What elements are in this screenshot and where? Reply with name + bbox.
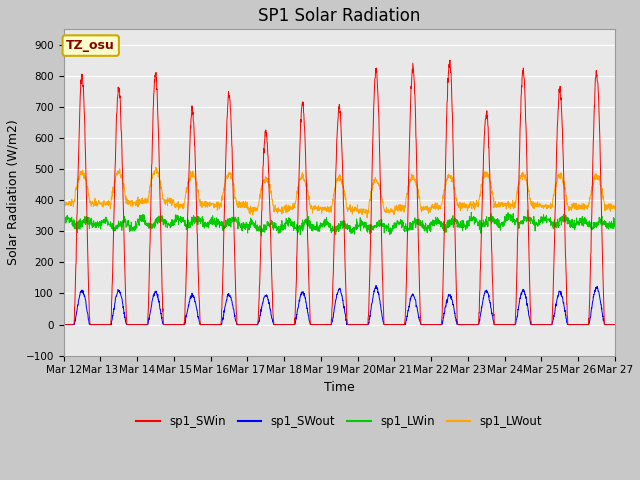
sp1_SWin (446, 58, 454, 63)
sp1_LWout (355, 206, 363, 212)
sp1_LWout (214, 206, 221, 212)
sp1_LWout (500, 200, 508, 206)
X-axis label: Time: Time (324, 381, 355, 394)
sp1_SWout (367, 307, 375, 312)
sp1_LWin (355, 222, 363, 228)
sp1_SWin (563, 273, 570, 278)
sp1_SWin (213, 322, 221, 327)
Line: sp1_SWout: sp1_SWout (63, 286, 615, 324)
Line: sp1_LWout: sp1_LWout (63, 167, 615, 218)
sp1_LWout (367, 189, 375, 195)
Line: sp1_SWin: sp1_SWin (63, 60, 615, 324)
sp1_SWout (355, 322, 363, 327)
sp1_SWout (611, 322, 619, 327)
sp1_SWout (372, 283, 380, 288)
sp1_SWout (578, 322, 586, 327)
sp1_SWin (611, 322, 619, 327)
sp1_SWout (213, 322, 221, 327)
sp1_LWin (367, 229, 375, 235)
sp1_LWin (257, 233, 265, 239)
sp1_LWout (563, 198, 570, 204)
sp1_LWin (213, 216, 221, 222)
sp1_SWout (563, 315, 570, 321)
sp1_LWin (611, 216, 619, 221)
sp1_SWout (500, 322, 508, 327)
Line: sp1_LWin: sp1_LWin (63, 210, 615, 236)
Title: SP1 Solar Radiation: SP1 Solar Radiation (258, 7, 420, 25)
sp1_LWin (578, 217, 586, 223)
sp1_LWout (60, 198, 67, 204)
sp1_SWout (60, 322, 67, 327)
sp1_LWin (563, 217, 570, 223)
sp1_SWin (578, 322, 586, 327)
sp1_LWout (152, 164, 160, 170)
sp1_SWin (355, 322, 363, 327)
Y-axis label: Solar Radiation (W/m2): Solar Radiation (W/m2) (7, 120, 20, 265)
sp1_LWin (60, 216, 67, 222)
sp1_LWout (611, 205, 619, 211)
sp1_LWin (500, 219, 508, 225)
sp1_SWin (500, 322, 508, 327)
Text: TZ_osu: TZ_osu (67, 39, 115, 52)
sp1_LWout (364, 215, 371, 221)
sp1_SWin (60, 322, 67, 327)
sp1_SWin (367, 218, 375, 224)
Legend: sp1_SWin, sp1_SWout, sp1_LWin, sp1_LWout: sp1_SWin, sp1_SWout, sp1_LWin, sp1_LWout (131, 410, 547, 433)
sp1_LWin (524, 207, 532, 213)
sp1_LWout (578, 205, 586, 211)
